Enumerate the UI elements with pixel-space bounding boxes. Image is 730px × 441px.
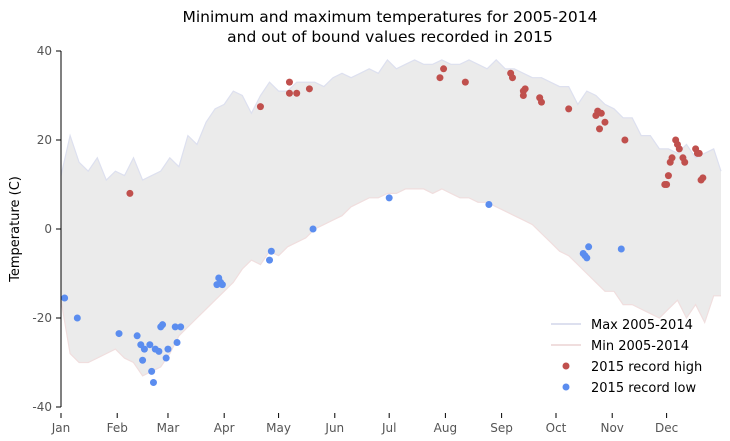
x-tick-label-jul: Jul bbox=[381, 421, 396, 435]
x-tick-label-jun: Jun bbox=[324, 421, 344, 435]
record-high-point-3 bbox=[285, 89, 293, 97]
x-tick-label-sep: Sep bbox=[490, 421, 513, 435]
y-axis: 40 20 0 -20 -40 bbox=[32, 44, 62, 414]
record-high-point-13 bbox=[521, 85, 529, 93]
record-low-point-11 bbox=[155, 347, 163, 355]
record-high-point-1 bbox=[256, 103, 264, 111]
x-tick-label-dec: Dec bbox=[655, 421, 678, 435]
chart-title-line-1: Minimum and maximum temperatures for 200… bbox=[182, 8, 597, 26]
x-tick-label-may: May bbox=[266, 421, 291, 435]
record-high-point-22 bbox=[621, 136, 629, 144]
max-2005-2014-line bbox=[60, 58, 722, 182]
record-high-point-24 bbox=[663, 181, 671, 188]
record-high-point-10 bbox=[508, 74, 516, 82]
record-high-point-15 bbox=[537, 98, 545, 106]
x-tick-label-oct: Oct bbox=[546, 421, 567, 435]
y-axis-label: Temperature (C) bbox=[8, 176, 23, 283]
record-high-point-18 bbox=[592, 112, 600, 120]
x-tick-label-aug: Aug bbox=[434, 421, 457, 435]
plot-area bbox=[60, 58, 722, 387]
record-high-point-35 bbox=[695, 149, 703, 157]
record-high-point-6 bbox=[436, 74, 444, 82]
record-high-point-27 bbox=[668, 154, 676, 162]
record-low-point-32 bbox=[617, 245, 625, 253]
record-low-point-24 bbox=[267, 247, 275, 255]
record-low-point-0 bbox=[61, 294, 69, 302]
record-low-point-16 bbox=[171, 323, 179, 331]
legend-record-high-marker bbox=[562, 362, 570, 370]
y-tick-label--20: -20 bbox=[32, 311, 52, 325]
temperature-range-band bbox=[61, 59, 721, 376]
chart-title-line-2: and out of bound values recorded in 2015 bbox=[227, 28, 553, 46]
record-low-point-31 bbox=[585, 243, 593, 251]
record-low-point-23 bbox=[266, 256, 274, 264]
min-2005-2014-line bbox=[60, 188, 721, 377]
record-high-point-12 bbox=[519, 92, 527, 99]
y-tick-label--40: -40 bbox=[32, 400, 52, 414]
legend-record-high-label: 2015 record high bbox=[591, 360, 702, 375]
record-low-point-27 bbox=[485, 201, 493, 209]
record-low-point-17 bbox=[173, 338, 181, 346]
legend-record-low-marker bbox=[562, 383, 570, 391]
x-axis: Jan Feb Mar Apr May Jun Jul Aug Sep Oct Nov Dec bbox=[51, 413, 678, 435]
y-tick-label-0: 0 bbox=[44, 222, 52, 236]
record-low-point-7 bbox=[146, 341, 154, 349]
record-low-point-3 bbox=[133, 332, 141, 340]
record-high-point-25 bbox=[664, 172, 672, 180]
record-low-point-8 bbox=[148, 367, 156, 375]
record-high-point-4 bbox=[293, 89, 301, 97]
record-low-point-2 bbox=[115, 330, 123, 338]
x-tick-label-jan: Jan bbox=[51, 421, 71, 435]
y-tick-label-20: 20 bbox=[37, 133, 52, 147]
record-high-point-21 bbox=[601, 118, 609, 126]
record-low-point-1 bbox=[73, 314, 81, 322]
x-tick-label-apr: Apr bbox=[214, 421, 235, 435]
record-low-point-30 bbox=[583, 254, 591, 262]
record-low-point-14 bbox=[162, 354, 170, 362]
record-high-point-30 bbox=[675, 145, 683, 153]
x-tick-label-nov: Nov bbox=[600, 421, 623, 435]
record-high-point-8 bbox=[461, 78, 469, 86]
legend-max-label: Max 2005-2014 bbox=[591, 318, 693, 333]
record-low-point-6 bbox=[140, 345, 148, 353]
legend-record-low-label: 2015 record low bbox=[591, 381, 696, 396]
record-high-point-20 bbox=[596, 125, 604, 133]
record-low-point-9 bbox=[149, 379, 157, 387]
record-low-point-15 bbox=[164, 345, 172, 353]
record-high-point-32 bbox=[681, 158, 689, 166]
record-high-point-0 bbox=[126, 189, 134, 197]
record-high-points bbox=[126, 65, 707, 197]
record-high-point-2 bbox=[285, 78, 293, 86]
record-high-point-5 bbox=[305, 85, 313, 93]
record-high-point-7 bbox=[440, 65, 448, 73]
x-tick-label-feb: Feb bbox=[107, 421, 128, 435]
record-low-point-18 bbox=[177, 323, 185, 331]
x-tick-label-mar: Mar bbox=[157, 421, 180, 435]
record-high-point-16 bbox=[565, 105, 573, 113]
record-low-point-25 bbox=[309, 225, 317, 233]
legend: Max 2005-2014 Min 2005-2014 2015 record … bbox=[551, 318, 702, 396]
record-low-point-22 bbox=[218, 281, 226, 289]
legend-min-label: Min 2005-2014 bbox=[591, 339, 689, 354]
record-high-point-37 bbox=[699, 174, 707, 182]
record-low-point-5 bbox=[139, 356, 147, 364]
record-low-point-13 bbox=[159, 321, 167, 329]
record-low-points bbox=[61, 194, 625, 387]
record-low-point-26 bbox=[385, 194, 393, 202]
record-high-point-19 bbox=[597, 109, 605, 117]
y-tick-label-40: 40 bbox=[37, 44, 52, 58]
